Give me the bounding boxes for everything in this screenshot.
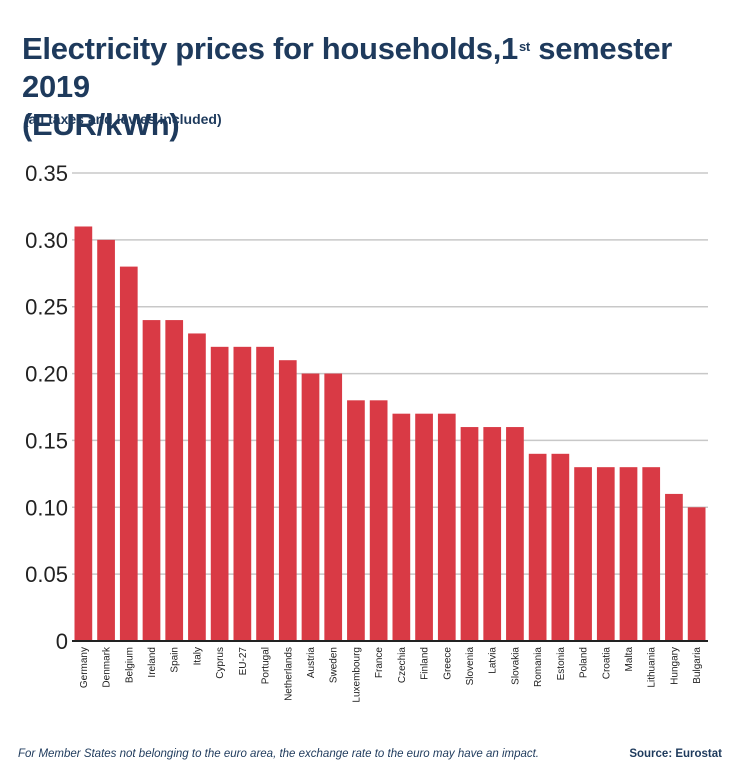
bar-netherlands <box>278 360 297 641</box>
x-tick-label: Germany <box>79 647 90 688</box>
x-tick-label: France <box>374 647 385 679</box>
x-tick-label: Sweden <box>329 647 340 683</box>
bar-finland <box>415 413 433 641</box>
x-tick-label: Cyprus <box>215 647 226 679</box>
x-tick-label: EU-27 <box>238 647 249 676</box>
x-tick-label: Austria <box>306 647 317 679</box>
y-tick-label: 0.15 <box>25 428 68 453</box>
x-tick-label: Bulgaria <box>692 647 703 684</box>
x-tick-label: Czechia <box>397 647 408 684</box>
x-tick-label: Netherlands <box>283 647 294 701</box>
bar-bulgaria <box>687 507 706 641</box>
title-superscript: st <box>519 39 530 54</box>
bar-cyprus <box>210 346 229 641</box>
bar-luxembourg <box>347 400 365 641</box>
bar-chart: 0 0.05 0.10 0.15 0.20 0.25 0.30 0.35 Germany Denm… <box>25 161 708 703</box>
bar-romania <box>528 453 547 641</box>
y-tick-label: 0.20 <box>25 362 68 387</box>
title-tail: semester 2019 <box>22 31 673 104</box>
bar-lithuania <box>642 467 661 641</box>
bar-belgium <box>119 266 138 641</box>
title-main: Electricity prices for households,1 <box>22 31 518 66</box>
bar-greece <box>437 413 456 641</box>
bar-italy <box>188 333 206 641</box>
x-tick-label: Slovenia <box>465 647 476 686</box>
x-tick-label: Slovakia <box>510 647 521 685</box>
bar-malta <box>619 467 638 641</box>
x-tick-label: Lithuania <box>647 647 658 688</box>
bar-slovenia <box>460 427 479 641</box>
bar-estonia <box>551 453 570 641</box>
footer-note: For Member States not belonging to the e… <box>18 748 540 760</box>
x-tick-label: Luxembourg <box>351 647 362 703</box>
y-tick-label: 0 <box>56 629 68 654</box>
x-tick-label: Croatia <box>601 647 612 680</box>
x-tick-label: Italy <box>192 647 203 665</box>
bar-slovakia <box>506 427 524 641</box>
bar-sweden <box>324 373 343 641</box>
bar-croatia <box>596 467 615 641</box>
x-tick-label: Latvia <box>488 647 499 674</box>
bar-poland <box>574 467 592 641</box>
bar-czechia <box>392 413 411 641</box>
footer-source: Source: Eurostat <box>629 748 722 760</box>
x-tick-label: Poland <box>579 647 590 678</box>
bar-hungary <box>665 493 683 641</box>
bar-austria <box>301 373 320 641</box>
y-tick-label: 0.35 <box>25 161 68 186</box>
chart-subtitle: (all taxes and levies included) <box>24 111 222 127</box>
x-tick-label: Ireland <box>147 647 158 678</box>
y-tick-label: 0.05 <box>25 562 68 587</box>
chart-title: Electricity prices for households,1st se… <box>22 30 732 144</box>
x-tick-label: Belgium <box>124 647 135 683</box>
bar-ireland <box>142 320 161 641</box>
y-tick-label: 0.30 <box>25 228 68 253</box>
bar-eu-27 <box>233 346 252 641</box>
title-unit: (EUR/kWh) <box>22 107 180 142</box>
y-tick-label: 0.25 <box>25 295 68 320</box>
bar-germany <box>74 226 93 641</box>
bar-portugal <box>256 346 274 641</box>
bar-france <box>369 400 388 641</box>
x-tick-label: Romania <box>533 647 544 687</box>
x-tick-label: Finland <box>420 647 431 680</box>
x-tick-label: Hungary <box>669 647 680 685</box>
x-tick-label: Denmark <box>102 646 113 688</box>
x-tick-label: Malta <box>624 647 635 672</box>
x-tick-label: Estonia <box>556 647 567 681</box>
bar-spain <box>165 320 184 641</box>
y-tick-label: 0.10 <box>25 495 68 520</box>
bar-denmark <box>97 239 115 641</box>
bar-latvia <box>483 427 502 641</box>
x-tick-label: Portugal <box>261 647 272 684</box>
x-tick-label: Greece <box>442 647 453 680</box>
x-tick-label: Spain <box>170 647 181 673</box>
